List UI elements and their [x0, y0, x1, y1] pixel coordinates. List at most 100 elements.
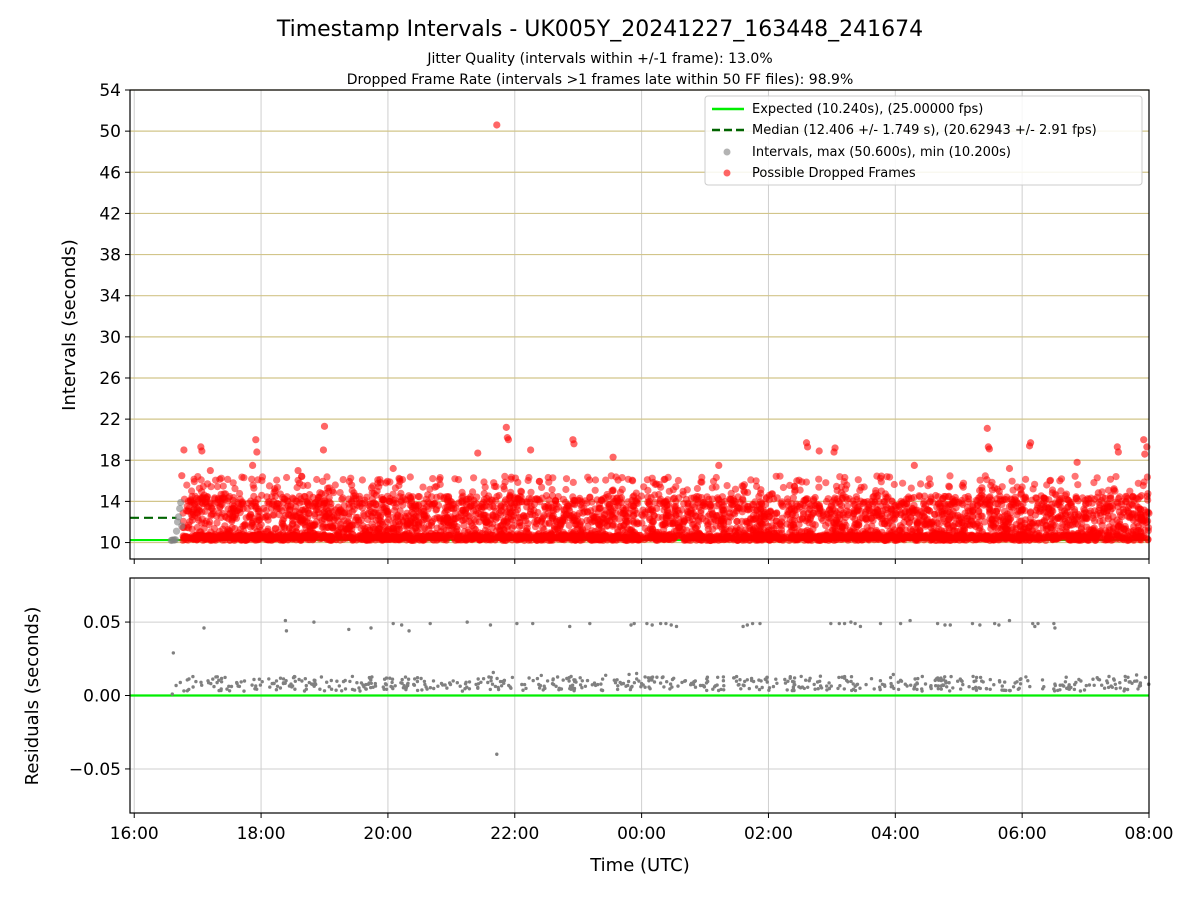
dropped-frame-point — [538, 532, 545, 539]
dropped-frame-point — [549, 486, 556, 493]
dropped-frame-point — [1140, 436, 1147, 443]
dropped-frame-point — [851, 521, 858, 528]
dropped-frame-point — [300, 482, 307, 489]
dropped-frame-point — [416, 493, 423, 500]
dropped-frame-point — [509, 524, 516, 531]
dropped-frame-point — [893, 537, 900, 544]
dropped-frame-point — [481, 496, 488, 503]
dropped-frame-point — [812, 494, 819, 501]
dropped-frame-point — [796, 516, 803, 523]
dropped-frame-point — [986, 445, 993, 452]
dropped-frame-point — [548, 530, 555, 537]
dropped-frame-point — [790, 494, 797, 501]
dropped-frame-point — [382, 479, 389, 486]
dropped-frame-point — [836, 500, 843, 507]
dropped-frame-point — [813, 501, 820, 508]
dropped-frame-point — [615, 477, 622, 484]
dropped-frame-point — [694, 485, 701, 492]
top-ytick-label: 26 — [99, 369, 121, 389]
dropped-frame-point — [360, 510, 367, 517]
dropped-frame-point — [1078, 526, 1085, 533]
dropped-frame-point — [734, 537, 741, 544]
dropped-frame-point — [755, 493, 762, 500]
dropped-frame-point — [265, 517, 272, 524]
dropped-frame-point — [665, 534, 672, 541]
dropped-frame-point — [1099, 494, 1106, 501]
dropped-frame-point — [367, 513, 374, 520]
dropped-frame-point — [878, 488, 885, 495]
dropped-frame-point — [658, 534, 665, 541]
dropped-frame-point — [327, 523, 334, 530]
dropped-frame-point — [563, 511, 570, 518]
dropped-frame-point — [1022, 476, 1029, 483]
dropped-frame-point — [1083, 536, 1090, 543]
dropped-frame-point — [991, 536, 998, 543]
dropped-frame-point — [1026, 442, 1033, 449]
dropped-frame-point — [1074, 459, 1081, 466]
dropped-frame-point — [837, 532, 844, 539]
dropped-frame-point — [391, 507, 398, 514]
dropped-frame-point — [653, 480, 660, 487]
dropped-frame-point — [1000, 532, 1007, 539]
dropped-frame-point — [274, 484, 281, 491]
dropped-frame-point — [1009, 499, 1016, 506]
dropped-frame-point — [959, 501, 966, 508]
dropped-frame-point — [914, 507, 921, 514]
dropped-frame-point — [1144, 536, 1151, 543]
dropped-frame-point — [579, 509, 586, 516]
dropped-frame-point — [1126, 514, 1133, 521]
dropped-frame-point — [1055, 513, 1062, 520]
dropped-frame-point — [409, 493, 416, 500]
dropped-frame-point — [929, 536, 936, 543]
dropped-frame-point — [588, 518, 595, 525]
dropped-frame-point — [624, 525, 631, 532]
dropped-frame-point — [350, 536, 357, 543]
dropped-frame-point — [474, 449, 481, 456]
top-ytick-label: 10 — [99, 534, 121, 554]
dropped-frame-point — [882, 501, 889, 508]
dropped-frame-point — [665, 501, 672, 508]
dropped-frame-point — [359, 476, 366, 483]
dropped-frame-point — [766, 492, 773, 499]
dropped-frame-point — [699, 515, 706, 522]
dropped-frame-point — [649, 475, 656, 482]
dropped-frame-point — [843, 507, 850, 514]
dropped-frame-point — [704, 493, 711, 500]
dropped-frame-point — [643, 532, 650, 539]
dropped-frame-point — [801, 497, 808, 504]
dropped-frame-point — [215, 495, 222, 502]
dropped-frame-point — [402, 513, 409, 520]
dropped-frame-point — [191, 512, 198, 519]
dropped-frame-point — [448, 505, 455, 512]
dropped-frame-point — [650, 519, 657, 526]
dropped-frame-point — [251, 499, 258, 506]
top-ytick-label: 22 — [99, 410, 121, 430]
dropped-frame-point — [741, 489, 748, 496]
dropped-frame-point — [1080, 514, 1087, 521]
dropped-frame-point — [1019, 483, 1026, 490]
dropped-frame-point — [1042, 522, 1049, 529]
dropped-frame-point — [856, 503, 863, 510]
dropped-frame-point — [787, 516, 794, 523]
dropped-frame-point — [199, 516, 206, 523]
top-ytick-label: 18 — [99, 451, 121, 471]
dropped-frame-point — [253, 448, 260, 455]
dropped-frame-point — [264, 499, 271, 506]
dropped-frame-point — [320, 446, 327, 453]
dropped-frame-point — [194, 524, 201, 531]
dropped-frame-point — [812, 521, 819, 528]
dropped-frame-point — [1096, 501, 1103, 508]
dropped-frame-point — [493, 121, 500, 128]
dropped-frame-point — [1138, 492, 1145, 499]
dropped-frame-point — [888, 529, 895, 536]
dropped-frame-point — [924, 482, 931, 489]
dropped-frame-point — [776, 473, 783, 480]
dropped-frame-point — [815, 484, 822, 491]
dropped-frame-point — [207, 533, 214, 540]
dropped-frame-point — [178, 472, 185, 479]
dropped-frame-point — [661, 476, 668, 483]
dropped-frame-point — [961, 494, 968, 501]
dropped-frame-point — [1107, 476, 1114, 483]
dropped-frame-point — [838, 489, 845, 496]
dropped-frame-point — [489, 511, 496, 518]
